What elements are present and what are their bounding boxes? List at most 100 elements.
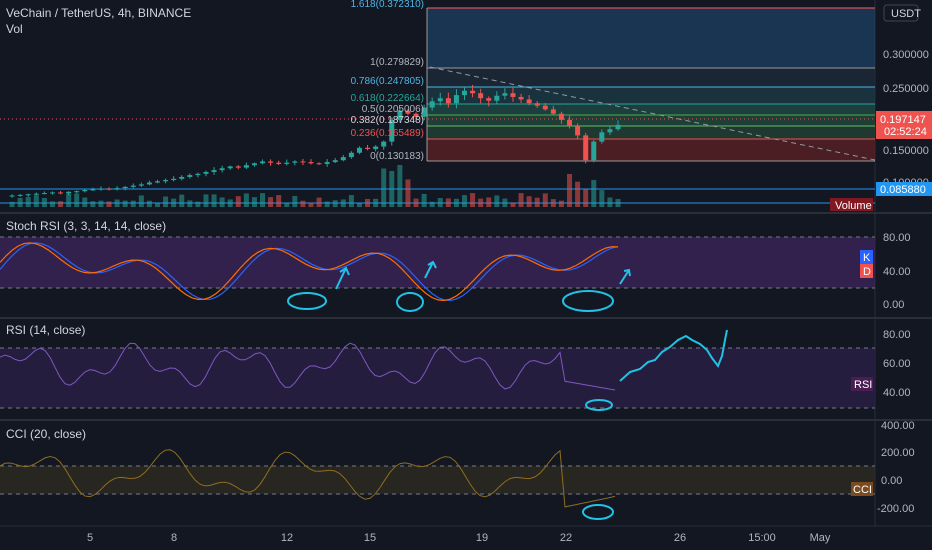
stoch-d-label: D: [863, 266, 871, 278]
time-tick: May: [810, 532, 831, 544]
time-tick: 5: [87, 532, 93, 544]
candle-body: [243, 165, 249, 168]
volume-bar: [155, 202, 160, 207]
annotation-arrow-2[interactable]: [424, 260, 437, 279]
candle-body: [195, 173, 201, 176]
symbol-title[interactable]: VeChain / TetherUS, 4h, BINANCE: [6, 6, 191, 20]
stoch-tick: 0.00: [883, 299, 904, 311]
fib-zone-0382-0236: [427, 126, 875, 139]
cci-title[interactable]: CCI (20, close): [6, 427, 86, 441]
volume-bar: [25, 197, 31, 207]
annotation-arrow-3[interactable]: [619, 268, 631, 285]
volume-bar: [203, 194, 209, 207]
candle-body: [510, 93, 516, 97]
stoch-axis[interactable]: 80.00 40.00 0.00: [883, 232, 911, 311]
hline-price-badge: [876, 182, 932, 196]
candle-body: [558, 113, 564, 120]
annotations[interactable]: [287, 260, 728, 520]
volume-bar: [243, 193, 249, 207]
volume-bar: [49, 201, 55, 207]
volume-legend[interactable]: Vol: [6, 22, 23, 36]
candle-body: [413, 113, 419, 117]
candle-body: [526, 99, 532, 104]
rsi-badge: [851, 377, 873, 391]
volume-bar: [82, 197, 88, 207]
fib-zone-0786-0618: [427, 87, 875, 104]
volume-bar: [462, 195, 467, 207]
volume-bar: [445, 198, 451, 207]
countdown-value: 02:52:24: [884, 126, 927, 138]
fib-retracement[interactable]: [426, 7, 875, 162]
annotation-circle-3[interactable]: [562, 290, 614, 312]
candle-body: [25, 194, 31, 196]
volume-bar: [550, 199, 556, 207]
candle-body: [365, 147, 371, 150]
candle-body: [591, 141, 597, 161]
cci-badge-label: CCI: [853, 484, 872, 496]
candle-body: [90, 189, 96, 191]
time-axis[interactable]: 5 8 12 15 19 22 26 15:00 May: [87, 532, 831, 544]
volume-tag: [830, 198, 873, 211]
candle-body: [179, 176, 185, 179]
volume-bar: [437, 198, 443, 207]
candle-body: [58, 192, 64, 194]
candle-body: [300, 161, 306, 163]
annotation-arrow-1[interactable]: [335, 266, 350, 290]
cci-tick: 400.00: [881, 420, 915, 432]
rsi-axis[interactable]: 80.00 60.00 40.00: [883, 329, 911, 399]
volume-bar: [405, 179, 411, 207]
rsi-title[interactable]: RSI (14, close): [6, 323, 85, 337]
annotation-circle-cci[interactable]: [582, 504, 614, 520]
volume-bar: [227, 199, 233, 207]
volume-bar: [260, 193, 266, 207]
volume-bar: [381, 168, 387, 207]
annotation-rsi-trend[interactable]: [619, 329, 728, 382]
candle-body: [462, 90, 467, 96]
volume-bar: [292, 196, 298, 207]
candle-body: [437, 98, 443, 102]
candle-body: [470, 90, 476, 94]
candle-body: [615, 124, 621, 130]
candle-body: [82, 189, 88, 192]
candle-body: [348, 152, 354, 158]
candle-body: [453, 95, 459, 104]
volume-bar: [146, 200, 152, 207]
annotation-circle-1[interactable]: [287, 292, 327, 310]
volume-bar: [397, 164, 403, 207]
candle-body: [332, 160, 338, 163]
usdt-badge-label: USDT: [891, 8, 921, 20]
stoch-d-badge: [860, 264, 873, 278]
trend-line[interactable]: [429, 66, 876, 161]
candle-body: [421, 107, 427, 117]
candle-body: [316, 163, 322, 165]
volume-bar: [187, 200, 193, 207]
fib-label-0382: 0.382(0.187348): [351, 115, 424, 126]
fib-zone-05-0382: [427, 115, 875, 126]
candle-body: [66, 191, 72, 194]
volume-tag-label: Volume: [835, 200, 872, 212]
cci-axis[interactable]: 400.00 200.00 0.00 -200.00: [877, 420, 915, 515]
volume-bar: [122, 200, 128, 207]
candle-body: [284, 162, 290, 164]
volume-bar: [41, 198, 47, 207]
candle-body: [163, 180, 169, 182]
candle-body: [130, 185, 136, 187]
cci-badge: [851, 482, 873, 496]
stoch-k-badge: [860, 250, 873, 264]
candle-body: [138, 184, 144, 186]
volume-bar: [421, 193, 427, 207]
annotation-circle-2[interactable]: [396, 292, 424, 312]
annotation-circle-rsi[interactable]: [585, 399, 613, 411]
volume-bar: [211, 194, 217, 207]
volume-bar: [502, 198, 508, 207]
stoch-k-label: K: [863, 252, 871, 264]
usdt-badge[interactable]: [883, 4, 919, 22]
stoch-title[interactable]: Stoch RSI (3, 3, 14, 14, close): [6, 219, 166, 233]
candle-body: [397, 110, 403, 120]
rsi-tick: 80.00: [883, 329, 911, 341]
candle-body: [17, 194, 23, 196]
rsi-badge-label: RSI: [854, 379, 872, 391]
volume-bar: [494, 195, 500, 207]
volume-bar: [607, 197, 613, 207]
